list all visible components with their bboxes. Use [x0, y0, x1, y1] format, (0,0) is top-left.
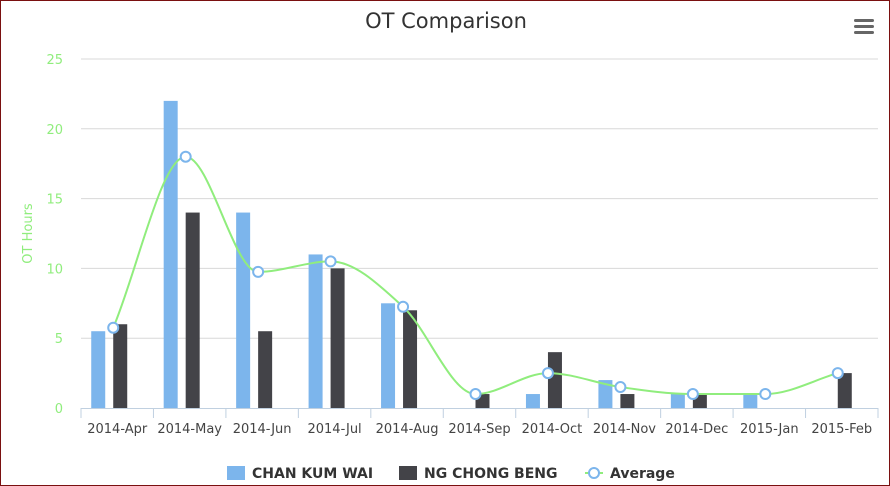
bar-ng-chong-beng	[837, 373, 852, 408]
y-tick-label: 25	[46, 53, 63, 68]
bar-chan-kum-wai	[91, 331, 106, 408]
x-tick-label: 2014-Dec	[665, 422, 728, 437]
y-tick-label: 10	[46, 262, 63, 277]
x-tick-label: 2015-Feb	[811, 422, 872, 437]
bar-chan-kum-wai	[525, 394, 540, 408]
bar-chan-kum-wai	[163, 100, 178, 408]
legend-marker-average	[588, 467, 600, 479]
y-tick-label: 5	[55, 332, 63, 347]
bar-ng-chong-beng	[113, 324, 128, 408]
average-marker	[324, 255, 337, 268]
x-tick-label: 2014-Aug	[376, 422, 439, 437]
hamburger-menu-icon[interactable]	[849, 15, 877, 41]
average-marker	[831, 367, 844, 380]
bar-chan-kum-wai	[598, 380, 613, 408]
bar-chan-kum-wai	[308, 254, 323, 408]
x-tick-label: 2014-Jul	[307, 422, 361, 437]
bar-ng-chong-beng	[547, 352, 562, 408]
y-tick-label: 20	[46, 123, 63, 138]
bar-chan-kum-wai	[381, 303, 396, 408]
average-marker	[614, 381, 627, 394]
x-tick-label: 2014-Nov	[593, 422, 656, 437]
average-marker	[686, 388, 699, 401]
bar-ng-chong-beng	[330, 268, 345, 408]
x-tick-label: 2014-Sep	[448, 422, 510, 437]
legend-label-average: Average	[610, 466, 675, 482]
legend-swatch-chan-kum-wai	[227, 466, 245, 480]
x-tick-label: 2014-Oct	[522, 422, 583, 437]
legend-label-ng-chong-beng: NG CHONG BENG	[424, 466, 558, 482]
bar-ng-chong-beng	[403, 310, 418, 408]
y-axis-title: OT Hours	[21, 203, 36, 264]
y-tick-label: 0	[55, 402, 63, 417]
average-marker	[541, 367, 554, 380]
average-marker	[252, 265, 265, 278]
average-marker	[107, 321, 120, 334]
average-marker	[179, 150, 192, 163]
chart-title: OT Comparison	[365, 9, 527, 33]
bar-chan-kum-wai	[670, 394, 685, 408]
bar-chan-kum-wai	[743, 394, 758, 408]
average-marker	[469, 388, 482, 401]
average-marker	[397, 300, 410, 313]
legend-label-chan-kum-wai: CHAN KUM WAI	[252, 466, 373, 482]
x-tick-label: 2014-May	[157, 422, 222, 437]
average-marker	[759, 388, 772, 401]
x-tick-label: 2014-Jun	[233, 422, 292, 437]
bar-ng-chong-beng	[185, 212, 200, 408]
average-line	[112, 155, 839, 396]
y-tick-label: 15	[46, 193, 63, 208]
bar-ng-chong-beng	[620, 394, 635, 408]
x-tick-label: 2015-Jan	[740, 422, 799, 437]
x-tick-label: 2014-Apr	[87, 422, 148, 437]
bar-ng-chong-beng	[258, 331, 273, 408]
bar-chan-kum-wai	[236, 212, 251, 408]
legend-swatch-ng-chong-beng	[399, 466, 417, 480]
